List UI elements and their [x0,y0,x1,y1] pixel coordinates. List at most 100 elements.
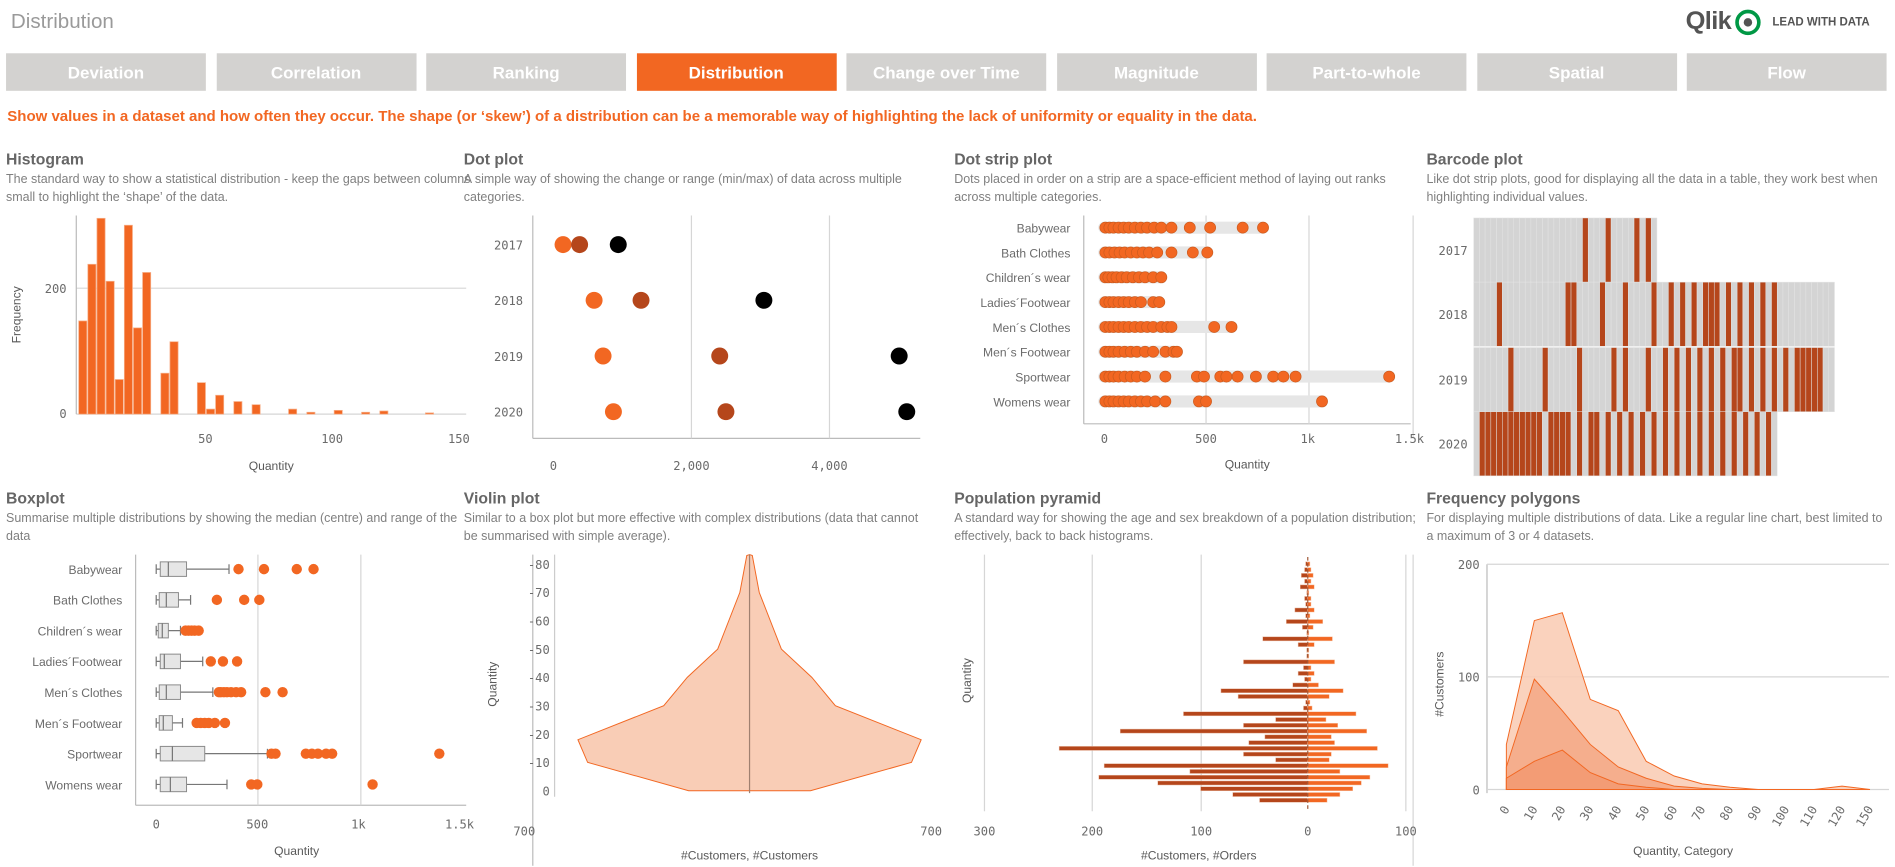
box [158,592,179,608]
tick-label: 200 [1081,825,1103,839]
orders-bar [1307,682,1319,688]
barcode-mark [1490,411,1497,477]
barcode-cell [1524,281,1532,347]
barcode-mark [1507,411,1515,477]
barcode-cell [1530,347,1537,412]
barcode-cell [1519,281,1526,347]
panel-dot-strip-plot: Dot strip plot Dots placed in order on a … [954,150,1420,207]
barcode-cell [1587,281,1595,347]
tab-flow[interactable]: Flow [1686,53,1887,91]
histogram-bar [425,412,434,415]
histogram-bar [133,327,142,415]
panel-histogram: Histogram The standard way to show a stat… [6,150,472,207]
panel-title: Dot strip plot [954,150,1053,169]
barcode-mark [1662,347,1669,412]
panel-description: Like dot strip plots, good for displayin… [1426,173,1878,205]
tick-label: 20 [1549,803,1568,823]
tick-label: -20 [528,728,550,742]
data-point [1147,345,1160,358]
customers-bar [1286,619,1309,624]
data-point [1250,370,1262,383]
barcode-cell [1484,347,1492,412]
barcode-cell [1817,281,1824,347]
customers-bar [1248,740,1309,745]
barcode-mark [1731,347,1738,412]
tab-magnitude[interactable]: Magnitude [1056,53,1257,91]
box [159,653,181,670]
barcode-cell [1513,217,1520,283]
tick-label: 2,000 [673,459,709,473]
data-point [1139,370,1151,383]
tab-correlation[interactable]: Correlation [216,53,416,91]
barcode-cell [1713,411,1721,477]
customers-bar [1302,625,1309,630]
tick-label: 30 [1577,803,1596,823]
barcode-cell [1536,281,1543,347]
barcode-mark [1645,347,1652,412]
barcode-cell [1587,347,1595,412]
tab-ranking[interactable]: Ranking [426,53,627,91]
box [159,776,188,793]
orders-bar [1307,694,1330,699]
tick-label: 200 [1458,558,1480,572]
barcode-mark [1587,411,1595,477]
customers-bar [1183,711,1309,717]
dot-plot-chart: 2017 2018 2019 2020 0 2,000 4,000 [494,215,921,473]
outlier-point [260,686,271,698]
data-point [717,403,735,421]
barcode-cell [1496,217,1503,283]
x-axis-label: Quantity [1225,458,1271,472]
histogram-bar [78,320,88,415]
tab-change-over-time[interactable]: Change over Time [846,53,1047,91]
histogram-bar [114,379,124,415]
tick-label: -10 [528,756,550,770]
data-point [1135,296,1147,308]
barcode-mark [1536,411,1543,477]
orders-bar [1307,740,1335,745]
customers-bar [1303,665,1309,670]
barcode-cell [1502,281,1509,347]
barcode-mark [1582,217,1589,283]
data-point [1153,296,1166,308]
category-label: 2018 [1438,308,1467,322]
tab-spatial[interactable]: Spatial [1476,53,1677,91]
panel-barcode-plot: Barcode plot Like dot strip plots, good f… [1426,150,1892,207]
data-point [1231,370,1244,383]
tab-distribution[interactable]: Distribution [636,53,837,91]
barcode-mark [1736,281,1744,347]
barcode-cell [1502,217,1509,283]
outlier-point [252,779,263,790]
customers-bar [1200,786,1309,792]
data-point [898,403,916,421]
barcode-mark [1633,217,1641,283]
barcode-cell [1616,347,1623,412]
histogram-bar [306,411,316,415]
barcode-cell [1565,347,1572,412]
box [159,561,188,577]
tick-label: 0 [542,785,549,799]
tick-label: 80 [1717,803,1736,823]
barcode-cell [1536,347,1543,412]
qlik-q-icon [1734,9,1761,35]
barcode-cell [1473,347,1480,412]
tab-part-to-whole[interactable]: Part-to-whole [1266,53,1467,91]
tab-deviation[interactable]: Deviation [6,53,206,91]
outlier-point [258,563,270,575]
histogram-bar [379,410,389,415]
barcode-cell [1656,347,1663,412]
panel-population-pyramid: Population pyramid A standard way for sho… [954,489,1420,546]
orders-bar [1307,700,1311,705]
barcode-mark [1622,347,1629,412]
orders-bar [1307,573,1314,578]
data-point [604,403,622,421]
barcode-mark [1605,217,1612,283]
barcode-cell [1645,411,1652,477]
barcode-mark [1696,347,1704,412]
histogram-bar [196,382,206,415]
barcode-cell [1702,411,1709,477]
tick-label: 0 [550,459,557,473]
data-point [571,236,589,254]
customers-bar [1300,584,1309,590]
barcode-cell [1673,281,1681,347]
category-label: 2019 [1438,373,1467,387]
